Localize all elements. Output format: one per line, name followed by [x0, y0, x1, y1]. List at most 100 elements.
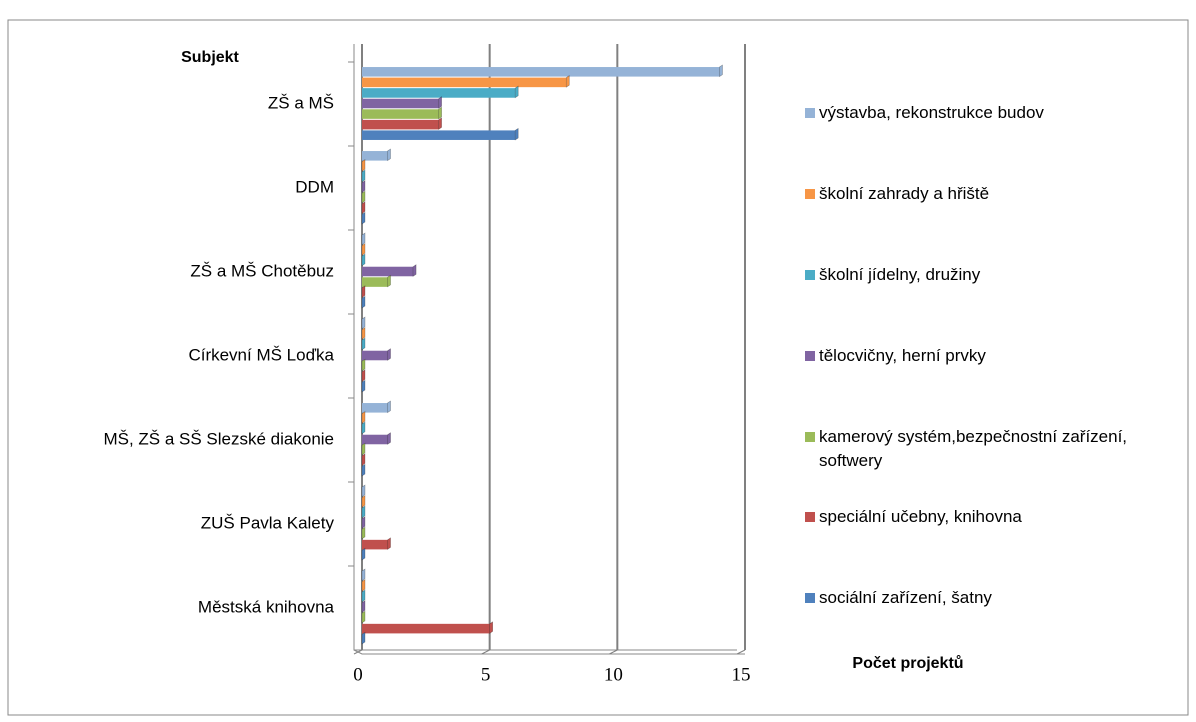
bar — [362, 130, 516, 140]
chart-frame — [7, 19, 1189, 716]
legend-item: tělocvičny, herní prvky — [805, 344, 1185, 368]
x-tick-label: 10 — [604, 664, 623, 685]
grid-line-floor — [481, 649, 490, 655]
y-tick-label: ZŠ a MŠ Chotěbuz — [190, 261, 334, 280]
legend-item: školní jídelny, družiny — [805, 263, 1185, 287]
bar — [362, 88, 516, 98]
bar-edge — [361, 568, 366, 582]
bar — [362, 434, 388, 445]
bar — [362, 403, 388, 413]
bar — [362, 623, 490, 634]
bar-edge — [361, 295, 366, 309]
bar-edge — [361, 484, 366, 498]
bar-edge — [387, 148, 391, 162]
legend-label: sociální zařízení, šatny — [819, 588, 992, 607]
legend-swatch — [805, 108, 815, 118]
legend-swatch — [805, 189, 815, 199]
bar — [362, 151, 388, 161]
bar — [362, 77, 567, 88]
grid-line-floor — [353, 649, 363, 655]
legend-label: školní zahrady a hřiště — [819, 184, 990, 203]
bar-edge — [361, 180, 366, 193]
bar — [362, 67, 720, 77]
bar-edge — [361, 169, 366, 183]
bar-edge — [361, 505, 366, 519]
legend-label: kamerový systém,bezpečnostní zařízení, s… — [819, 427, 1128, 470]
bar-edge — [361, 579, 366, 592]
legend-item: speciální učebny, knihovna — [805, 505, 1185, 529]
bar-edge — [361, 201, 366, 214]
bar-edge — [412, 264, 417, 277]
bar — [362, 266, 414, 277]
bar-edge — [361, 516, 366, 529]
bar-edge — [387, 348, 391, 361]
bar-edge — [387, 432, 391, 445]
x-axis-label: Počet projektů — [852, 655, 963, 672]
bar-edge — [361, 495, 366, 508]
bar-edge — [361, 190, 366, 204]
bar — [362, 350, 388, 361]
bar-edge — [387, 274, 391, 288]
legend-swatch — [805, 270, 815, 280]
bar-edge — [489, 621, 493, 634]
bar — [362, 109, 439, 119]
bar-edge — [361, 159, 366, 172]
y-tick-label: Městská knihovna — [198, 597, 335, 616]
bar-edge — [438, 117, 442, 130]
bar-edge — [361, 358, 366, 372]
bar-edge — [514, 85, 519, 99]
bar-edge — [361, 526, 366, 540]
bar-edge — [361, 463, 366, 477]
bar-edge — [719, 64, 723, 78]
legend-item: školní zahrady a hřiště — [805, 182, 1185, 206]
bar-edge — [361, 243, 366, 256]
legend-label: školní jídelny, družiny — [819, 265, 981, 284]
bar-edge — [361, 411, 366, 424]
bar-edge — [565, 75, 570, 88]
y-tick-label: ZŠ a MŠ — [268, 93, 334, 112]
bar-edge — [438, 96, 442, 109]
bar-edge — [361, 253, 366, 267]
bar-edge — [361, 547, 366, 561]
y-tick-label: Církevní MŠ Loďka — [188, 345, 334, 364]
bar — [362, 277, 388, 287]
x-tick-label: 15 — [732, 664, 751, 685]
y-axis-label: Subjekt — [181, 49, 239, 66]
grid-line-floor — [609, 649, 618, 655]
bar-edge — [361, 369, 366, 382]
bar-edge — [361, 589, 366, 603]
grid-line-floor — [736, 649, 746, 655]
bar-edge — [361, 379, 366, 393]
bar-edge — [361, 337, 366, 351]
bar — [362, 98, 439, 109]
legend-label: tělocvičny, herní prvky — [819, 346, 986, 365]
bar-edge — [387, 537, 391, 550]
bar-edge — [361, 232, 366, 246]
y-tick-label: DDM — [295, 177, 334, 196]
y-tick-label: MŠ, ZŠ a SŠ Slezské diakonie — [103, 429, 334, 448]
bar-edge — [361, 610, 366, 624]
legend-label: výstavba, rekonstrukce budov — [819, 103, 1044, 122]
legend-label: speciální učebny, knihovna — [819, 507, 1022, 526]
bar-edge — [361, 316, 366, 330]
legend-swatch — [805, 351, 815, 361]
bar-edge — [361, 327, 366, 340]
legend-swatch — [805, 512, 815, 522]
bar — [362, 119, 439, 130]
bar-edge — [361, 631, 366, 645]
legend-swatch — [805, 593, 815, 603]
x-tick-label: 5 — [481, 664, 491, 685]
legend-item: sociální zařízení, šatny — [805, 586, 1185, 610]
axis-floor — [353, 649, 745, 655]
bar — [362, 539, 388, 550]
bar-edge — [387, 400, 391, 414]
bar-edge — [361, 453, 366, 466]
x-tick-label: 0 — [353, 664, 363, 685]
bar-edge — [361, 285, 366, 298]
bar-edge — [514, 127, 519, 141]
y-tick-label: ZUŠ Pavla Kalety — [201, 513, 335, 532]
legend-swatch — [805, 432, 815, 442]
bar-edge — [361, 421, 366, 435]
